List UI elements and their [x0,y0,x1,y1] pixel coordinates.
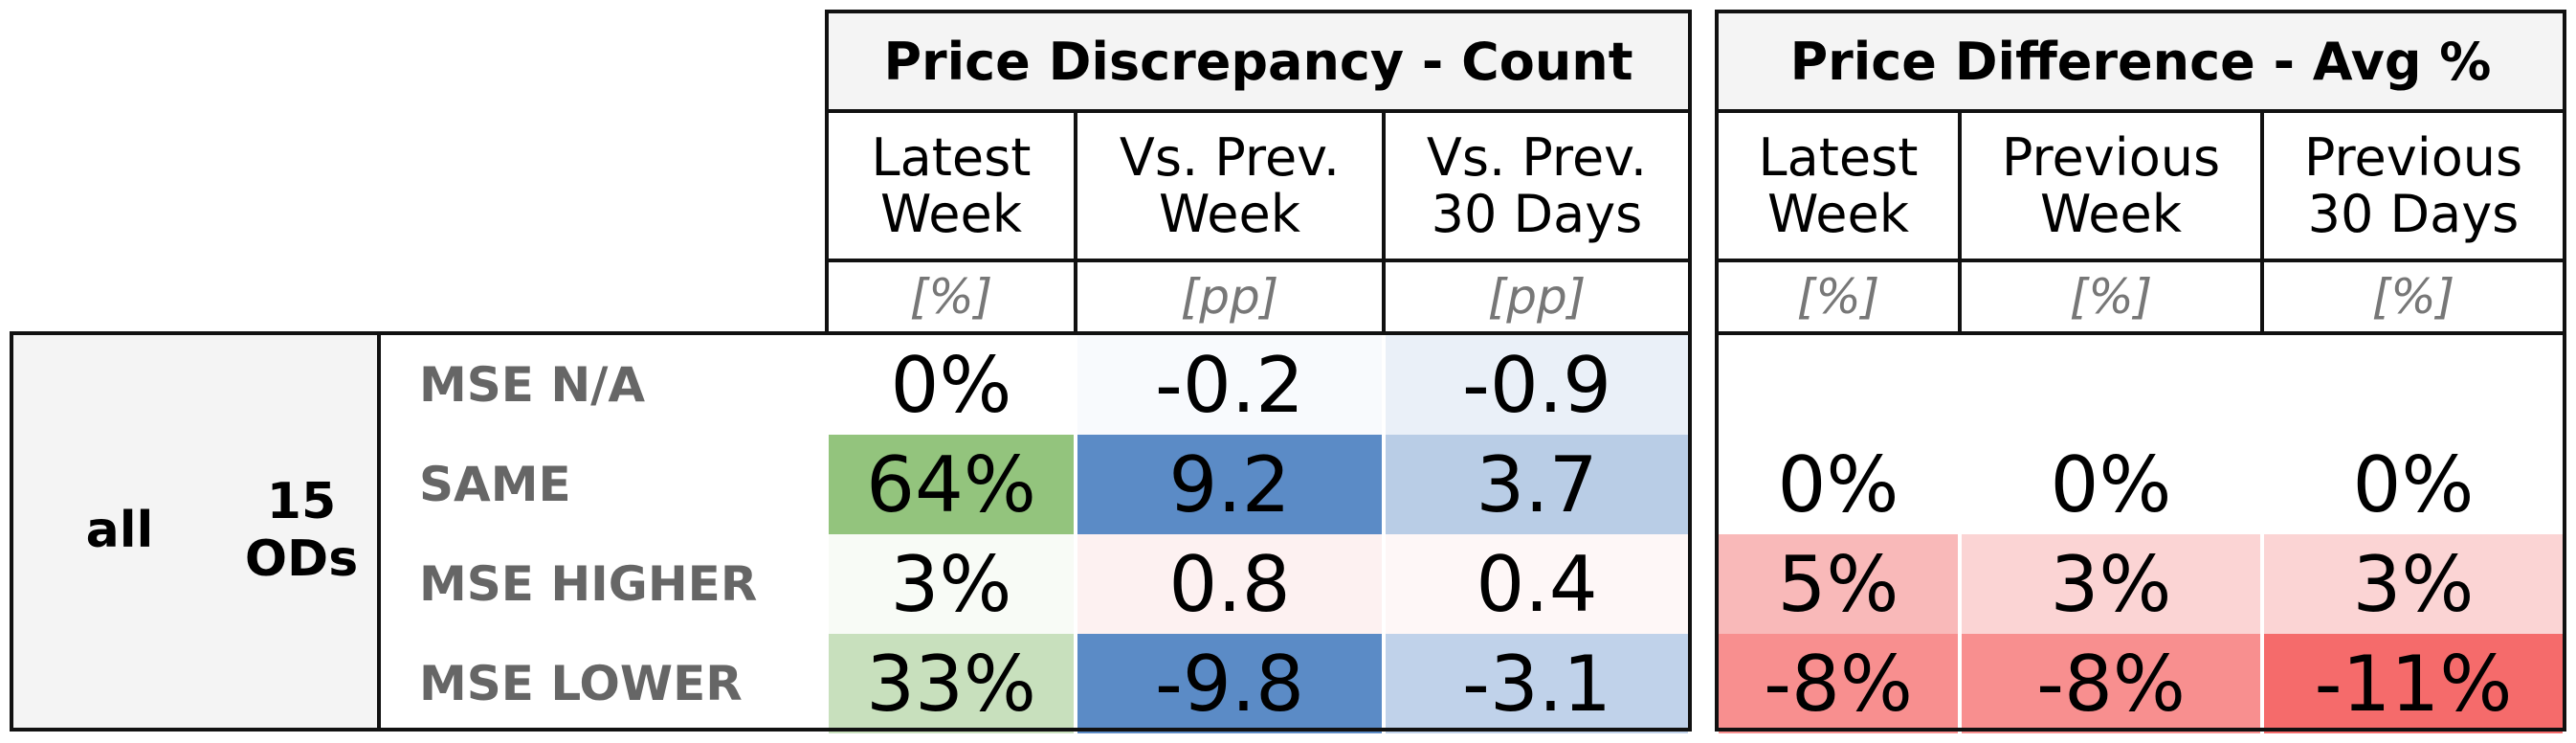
avg-col-previous-week: Previous Week [2001,126,2221,244]
count-cell-mse-lower-vs-prev-30-days: -3.1 [1386,634,1688,733]
group-label-block [10,331,379,732]
avg-cell-mse-n-a-previous-week [1962,335,2260,435]
row-label-mse-lower: MSE LOWER [419,656,743,711]
count-cell-mse-higher-vs-prev-30-days: 0.4 [1386,534,1688,634]
count-cell-mse-higher-latest-week: 3% [829,534,1074,634]
avg-section-title: Price Difference - Avg % [1715,10,2566,113]
count-col-vs-prev-week: Vs. Prev. Week [1119,126,1341,244]
row-label-mse-higher: MSE HIGHER [419,556,758,612]
avg-cell-mse-higher-previous-30-days: 3% [2264,534,2563,634]
count-cell-same-vs-prev-week: 9.2 [1077,435,1382,534]
avg-cell-mse-higher-latest-week: 5% [1719,534,1958,634]
count-unit-latest-week: [%] [909,269,993,325]
count-cell-mse-n-a-vs-prev-30-days: -0.9 [1386,335,1688,435]
count-col-vs-prev-30-days: Vs. Prev. 30 Days [1426,126,1648,244]
count-section-title: Price Discrepancy - Count [825,10,1692,113]
row-label-mse-n-a: MSE N/A [419,357,646,413]
count-cell-mse-higher-vs-prev-week: 0.8 [1077,534,1382,634]
avg-cell-same-previous-30-days: 0% [2264,435,2563,534]
avg-cell-mse-n-a-previous-30-days [2264,335,2563,435]
count-cell-same-vs-prev-30-days: 3.7 [1386,435,1688,534]
count-unit-vs-prev-week: [pp] [1180,269,1279,325]
group-label-ods: 15 ODs [244,473,359,588]
avg-cell-same-latest-week: 0% [1719,435,1958,534]
count-body-frame [10,331,1692,732]
avg-unit-latest-week: [%] [1796,269,1880,325]
count-col-latest-week: Latest Week [871,126,1032,244]
group-label-all: all [85,502,154,560]
avg-cell-same-previous-week: 0% [1962,435,2260,534]
avg-unit-previous-30-days: [%] [2371,269,2455,325]
count-unit-vs-prev-30-days: [pp] [1487,269,1587,325]
avg-cell-mse-n-a-latest-week [1719,335,1958,435]
count-cell-mse-n-a-vs-prev-week: -0.2 [1077,335,1382,435]
count-cell-same-latest-week: 64% [829,435,1074,534]
count-cell-mse-lower-vs-prev-week: -9.8 [1077,634,1382,733]
avg-cell-mse-lower-latest-week: -8% [1719,634,1958,733]
avg-col-previous-30-days: Previous 30 Days [2303,126,2523,244]
avg-cell-mse-lower-previous-30-days: -11% [2264,634,2563,733]
avg-col-latest-week: Latest Week [1758,126,1919,244]
avg-body-frame [1715,331,2566,732]
count-cell-mse-n-a-latest-week: 0% [829,335,1074,435]
count-cell-mse-lower-latest-week: 33% [829,634,1074,733]
avg-cell-mse-lower-previous-week: -8% [1962,634,2260,733]
avg-cell-mse-higher-previous-week: 3% [1962,534,2260,634]
avg-unit-previous-week: [%] [2069,269,2153,325]
row-label-same: SAME [419,457,571,512]
